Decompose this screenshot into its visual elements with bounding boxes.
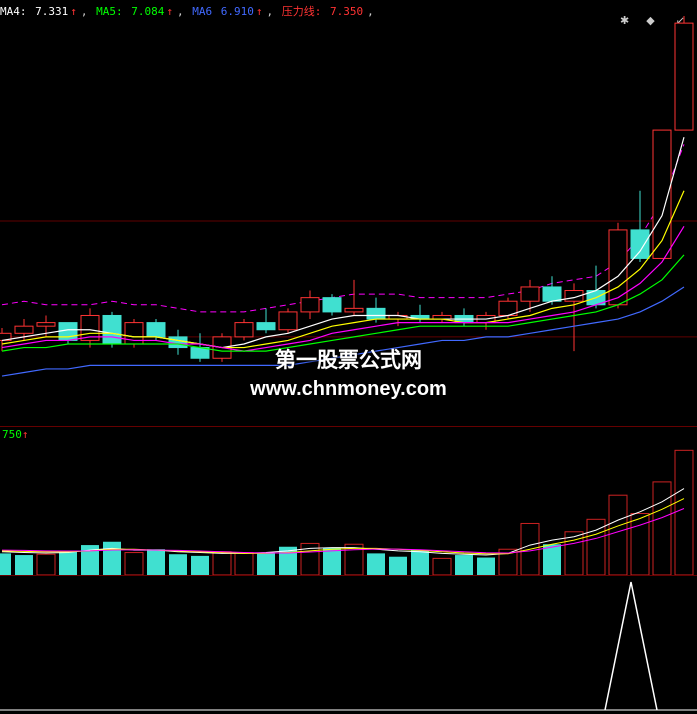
main-candlestick-chart[interactable] <box>0 16 697 427</box>
volume-header: 750↑ <box>2 428 29 441</box>
bottom-indicator-chart[interactable] <box>0 577 697 712</box>
volume-chart[interactable] <box>0 442 697 576</box>
indicator-header: MA4: 7.331↑, MA5: 7.084↑, MA6 6.910↑, 压力… <box>0 3 697 17</box>
